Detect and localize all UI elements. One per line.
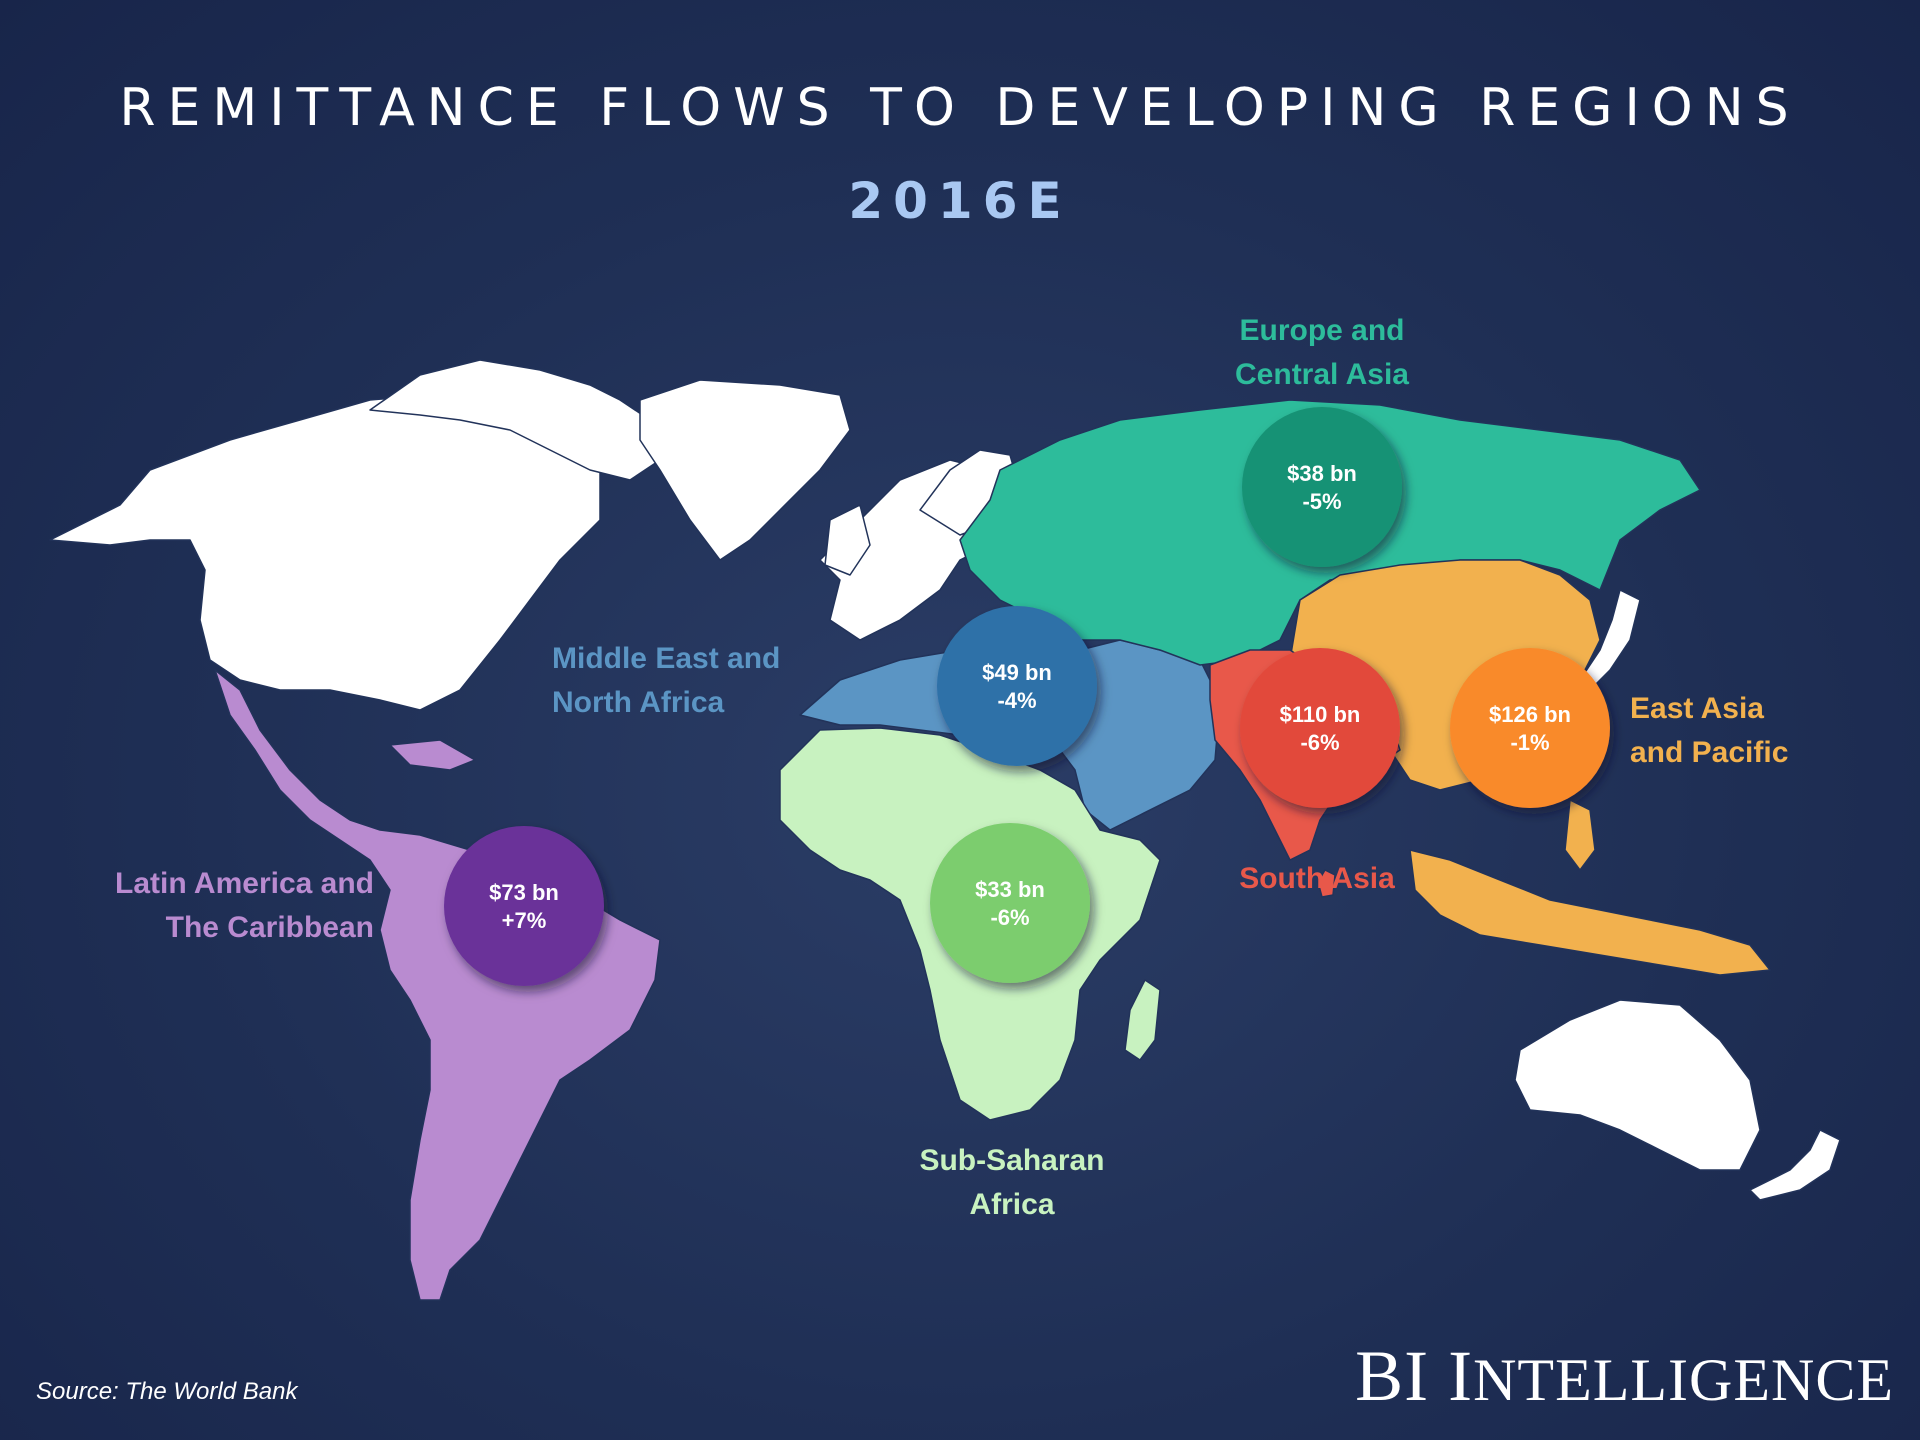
map-title: REMITTANCE FLOWS TO DEVELOPING REGIONS — [119, 78, 1801, 138]
region-latin-america — [214, 669, 661, 1301]
region-label-mena: Middle East and — [552, 642, 780, 675]
land-philippines — [1564, 799, 1596, 871]
source-note: Source: The World Bank — [36, 1378, 298, 1405]
land-australia — [1514, 999, 1761, 1171]
region-label-europe: Central Asia — [1235, 358, 1409, 391]
region-labels: Europe and Central Asia Middle East and Nor… — [115, 314, 1788, 1221]
land-uk — [824, 504, 871, 576]
region-label-southasia: South Asia — [1239, 862, 1395, 895]
bubble-amount: $49 bn — [982, 660, 1052, 685]
bubble-circle — [444, 826, 604, 986]
bubble-change: -6% — [1300, 730, 1339, 755]
bubble-ssa: $33 bn -6% — [930, 823, 1090, 983]
brand-logo: BI INTELLIGENCE — [1355, 1335, 1894, 1418]
land-sri-lanka — [1317, 869, 1336, 898]
bubble-eastasia: $126 bn -1% — [1450, 648, 1610, 808]
region-label-eastasia: East Asia — [1630, 692, 1764, 725]
bubble-change: -4% — [997, 688, 1036, 713]
bubble-change: +7% — [502, 908, 547, 933]
bubble-southasia: $110 bn -6% — [1240, 648, 1400, 808]
other-land — [49, 359, 1841, 1201]
bubble-circle — [937, 606, 1097, 766]
region-label-mena: North Africa — [552, 686, 725, 719]
land-madagascar — [1124, 979, 1161, 1061]
bubble-amount: $38 bn — [1287, 461, 1357, 486]
land-greenland — [639, 379, 851, 561]
brand-logo-rest: NTELLIGENCE — [1473, 1347, 1894, 1413]
region-label-ssa: Africa — [969, 1188, 1054, 1221]
region-label-ssa: Sub-Saharan — [919, 1144, 1104, 1177]
land-southeast-asia-islands — [1409, 849, 1771, 976]
land-caribbean — [389, 739, 476, 771]
bubble-amount: $73 bn — [489, 880, 559, 905]
bubble-circle — [1450, 648, 1610, 808]
region-label-europe: Europe and — [1239, 314, 1404, 347]
bubble-circle — [1240, 648, 1400, 808]
land-new-zealand — [1749, 1129, 1841, 1201]
brand-logo-first: BI I — [1355, 1336, 1474, 1416]
region-label-latam: The Caribbean — [166, 911, 374, 944]
bubble-change: -6% — [990, 905, 1029, 930]
bubble-change: -1% — [1510, 730, 1549, 755]
region-bubbles: $38 bn-5%$49 bn-4%$73 bn+7%$33 bn-6%$110… — [444, 407, 1610, 986]
bubble-latam: $73 bn +7% — [444, 826, 604, 986]
region-label-latam: Latin America and — [115, 867, 374, 900]
bubble-circle — [930, 823, 1090, 983]
bubble-mena: $49 bn -4% — [937, 606, 1097, 766]
land-north-america — [49, 394, 601, 711]
bubble-europe: $38 bn -5% — [1242, 407, 1402, 567]
bubble-change: -5% — [1302, 489, 1341, 514]
map-subtitle: 2016E — [848, 172, 1072, 230]
bubble-amount: $110 bn — [1280, 702, 1361, 727]
bubble-amount: $33 bn — [975, 877, 1045, 902]
bubble-circle — [1242, 407, 1402, 567]
region-label-eastasia: and Pacific — [1630, 736, 1788, 769]
bubble-amount: $126 bn — [1489, 702, 1571, 727]
